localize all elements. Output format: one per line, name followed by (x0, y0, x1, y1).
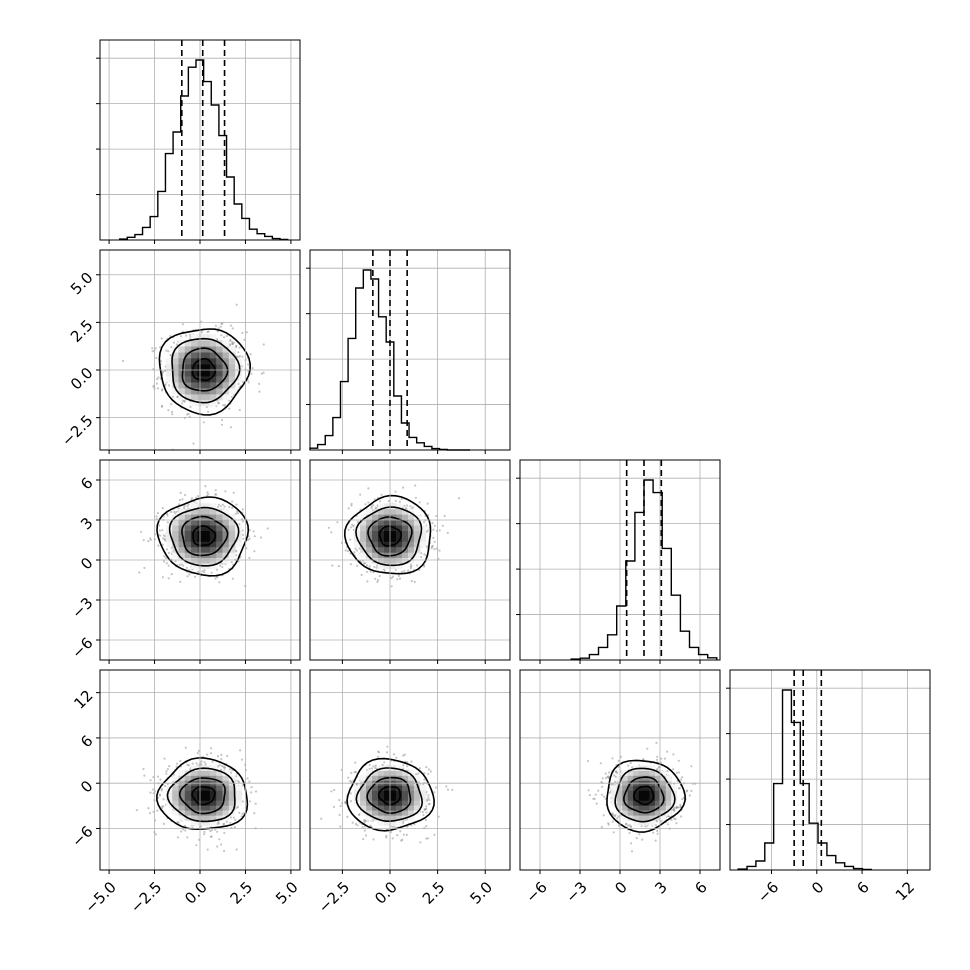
scatter-panel-0-1 (99, 249, 301, 451)
contour-level (606, 759, 686, 833)
histogram-step (309, 269, 470, 451)
panel-background (730, 670, 930, 870)
y-tick-label: −6 (68, 634, 96, 662)
y-tick-label: 6 (77, 732, 96, 751)
contour-level (166, 767, 236, 823)
y-tick-label: 12 (70, 686, 96, 712)
scatter-panel-0-2 (99, 459, 301, 661)
y-tick-label: 2.5 (67, 316, 97, 346)
contour-level (191, 785, 216, 806)
scatter-panel-0-3 (99, 669, 301, 871)
histogram-panel-1 (306, 249, 511, 451)
histogram-step (737, 689, 872, 871)
contour-level (355, 506, 423, 567)
contour-level (346, 757, 435, 832)
x-tick-label: 0 (808, 878, 827, 897)
panel-background (310, 670, 510, 870)
y-tick-label: −2.5 (58, 411, 96, 449)
y-tick-label: −3 (68, 594, 96, 622)
histogram-panel-3 (726, 669, 931, 871)
scatter-panel-1-2 (309, 459, 511, 661)
x-tick-label: −3 (562, 878, 590, 906)
histogram-panel-2 (516, 459, 721, 661)
contour-level (178, 777, 226, 815)
contour-lines (156, 757, 249, 831)
x-tick-label: 0 (611, 878, 630, 897)
scatter-panel-2-3 (519, 669, 721, 871)
x-tick-label: 2.5 (227, 878, 257, 908)
x-tick-label: 5.0 (466, 878, 496, 908)
y-tick-label: 0.0 (67, 364, 97, 394)
density-cells (165, 503, 242, 569)
panel-frame (729, 669, 931, 871)
x-tick-label: −2.5 (315, 878, 353, 916)
contour-lines (346, 757, 435, 832)
y-tick-label: 0 (77, 554, 96, 573)
y-tick-label: 3 (77, 514, 96, 533)
contour-level (632, 785, 655, 806)
y-tick-label: 6 (77, 474, 96, 493)
y-tick-label: 0 (77, 777, 96, 796)
contour-level (378, 525, 403, 547)
scatter-panel-1-3 (309, 669, 511, 871)
x-tick-label: 12 (892, 878, 918, 904)
x-tick-label: −2.5 (127, 878, 165, 916)
contour-level (343, 494, 432, 575)
contour-level (156, 496, 250, 577)
y-tick-label: 5.0 (67, 269, 97, 299)
y-tick-label: −6 (68, 822, 96, 850)
contour-level (192, 524, 217, 547)
x-tick-label: 6 (853, 878, 872, 897)
x-tick-label: 6 (691, 878, 710, 897)
panel-frame (309, 249, 511, 451)
x-tick-label: 5.0 (272, 878, 302, 908)
contour-level (355, 767, 424, 822)
panel-frame (309, 669, 511, 871)
x-tick-label: 3 (651, 878, 670, 897)
contour-level (623, 776, 665, 814)
x-tick-label: 2.5 (419, 878, 449, 908)
contour-level (377, 786, 401, 806)
panel-frame (309, 459, 511, 661)
contour-level (614, 767, 676, 823)
contour-level (168, 506, 240, 567)
x-tick-label: 0.0 (181, 878, 211, 908)
contour-lines (156, 496, 250, 577)
x-tick-label: −6 (754, 878, 782, 906)
histogram-panel-0 (96, 39, 301, 241)
contour-level (156, 757, 249, 831)
histogram-step (118, 59, 289, 241)
panel-background (310, 250, 510, 450)
contour-lines (606, 759, 686, 833)
contour-level (366, 776, 412, 815)
x-tick-label: −5.0 (81, 878, 119, 916)
x-tick-label: −6 (522, 878, 550, 906)
histogram-step (570, 479, 718, 660)
x-tick-label: 0.0 (371, 878, 401, 908)
